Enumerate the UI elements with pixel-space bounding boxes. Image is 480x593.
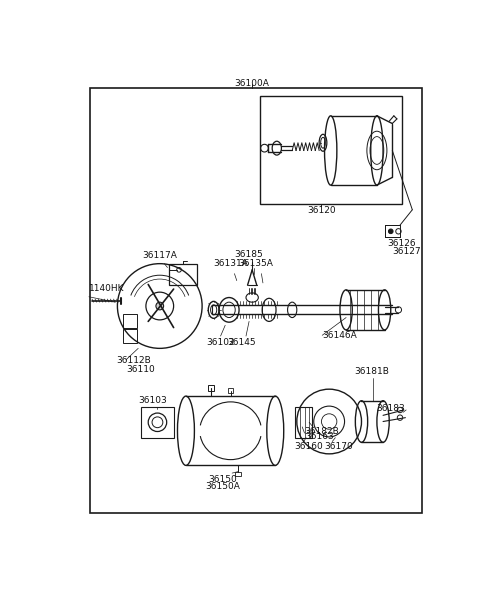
Text: 36150A: 36150A bbox=[205, 482, 240, 492]
Text: 36126: 36126 bbox=[387, 239, 416, 248]
Text: 36110: 36110 bbox=[126, 365, 155, 374]
Bar bbox=[295, 407, 312, 438]
Text: 36120: 36120 bbox=[307, 206, 336, 215]
Text: 36181B: 36181B bbox=[355, 367, 389, 376]
Text: 36117A: 36117A bbox=[142, 251, 177, 260]
Bar bbox=[123, 329, 137, 343]
Text: 36185: 36185 bbox=[235, 250, 264, 259]
Text: 36150: 36150 bbox=[208, 474, 237, 484]
Circle shape bbox=[388, 229, 393, 234]
Circle shape bbox=[156, 302, 164, 310]
Text: 36127: 36127 bbox=[392, 247, 421, 256]
Bar bbox=[169, 264, 197, 285]
Bar bbox=[384, 225, 400, 237]
Text: 36146A: 36146A bbox=[322, 331, 357, 340]
Text: 36145: 36145 bbox=[227, 337, 256, 346]
Text: 36103: 36103 bbox=[138, 396, 167, 406]
Bar bbox=[260, 96, 402, 203]
Bar bbox=[141, 407, 174, 438]
Text: 36160: 36160 bbox=[295, 442, 323, 451]
Bar bbox=[228, 388, 233, 393]
Text: 36135A: 36135A bbox=[238, 259, 273, 267]
Text: 36182B: 36182B bbox=[304, 427, 339, 436]
Text: 36170: 36170 bbox=[324, 442, 353, 451]
Text: 36131A: 36131A bbox=[213, 259, 248, 267]
Text: 36102: 36102 bbox=[206, 337, 235, 346]
Text: 36112B: 36112B bbox=[116, 356, 151, 365]
Bar bbox=[235, 471, 241, 476]
Text: 36183: 36183 bbox=[376, 404, 405, 413]
Bar bbox=[90, 88, 421, 513]
Text: 1140HK: 1140HK bbox=[89, 284, 124, 293]
Bar bbox=[208, 385, 215, 391]
Text: 36100A: 36100A bbox=[235, 79, 270, 88]
Text: 36163: 36163 bbox=[305, 432, 334, 441]
Bar bbox=[123, 314, 137, 327]
